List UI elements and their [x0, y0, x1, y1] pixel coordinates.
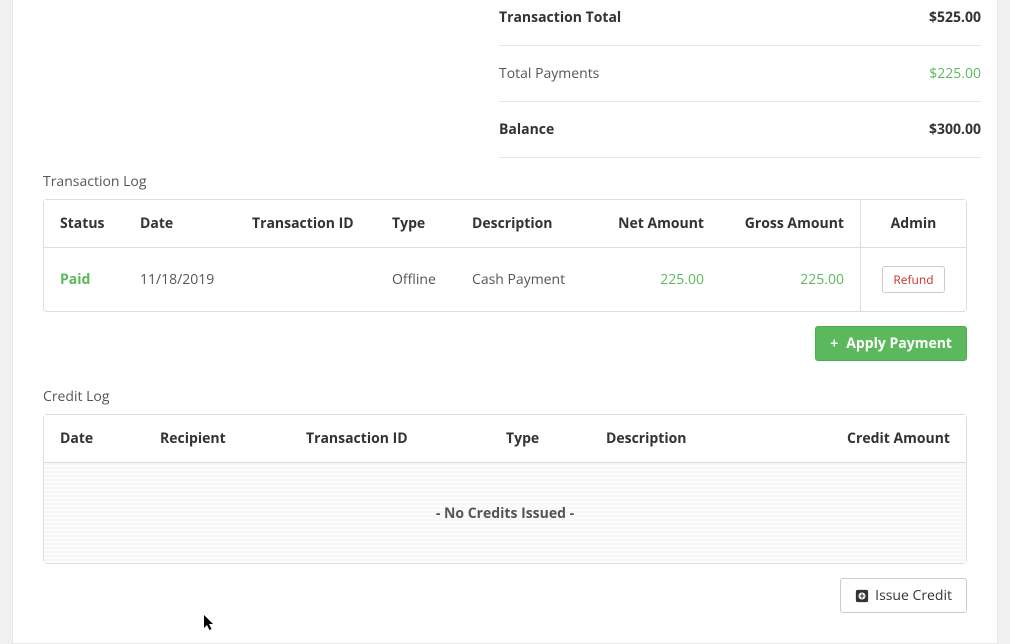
plus-icon: +	[830, 334, 838, 353]
col-gross-amount: Gross Amount	[720, 200, 860, 248]
col-date: Date	[124, 200, 236, 248]
col-transaction-id: Transaction ID	[290, 415, 490, 463]
summary-row-payments: Total Payments $225.00	[499, 46, 981, 102]
table-header-row: Date Recipient Transaction ID Type Descr…	[44, 415, 966, 463]
transaction-total-value: $525.00	[929, 8, 981, 27]
col-credit-amount: Credit Amount	[826, 415, 966, 463]
col-description: Description	[456, 200, 600, 248]
refund-button[interactable]: Refund	[882, 266, 944, 293]
table-row: - No Credits Issued -	[44, 463, 966, 563]
col-net-amount: Net Amount	[600, 200, 720, 248]
col-transaction-id: Transaction ID	[236, 200, 376, 248]
col-admin: Admin	[860, 200, 966, 248]
table-row: Paid 11/18/2019 Offline Cash Payment 225…	[44, 248, 966, 311]
summary-row-total: Transaction Total $525.00	[499, 0, 981, 46]
cell-description: Cash Payment	[456, 248, 600, 311]
transaction-log-table: Status Date Transaction ID Type Descript…	[43, 199, 967, 312]
issue-credit-button[interactable]: Issue Credit	[840, 578, 967, 613]
transaction-summary: Transaction Total $525.00 Total Payments…	[499, 0, 997, 158]
credit-log-table: Date Recipient Transaction ID Type Descr…	[43, 414, 967, 564]
transaction-log-title: Transaction Log	[13, 158, 997, 199]
col-recipient: Recipient	[144, 415, 290, 463]
no-credits-message: - No Credits Issued -	[44, 463, 966, 563]
balance-label: Balance	[499, 120, 554, 139]
cell-transaction-id	[236, 248, 376, 311]
col-type: Type	[376, 200, 456, 248]
apply-payment-label: Apply Payment	[846, 334, 952, 353]
col-type: Type	[490, 415, 590, 463]
cell-net-amount: 225.00	[660, 270, 704, 289]
status-badge: Paid	[60, 270, 90, 289]
apply-payment-button[interactable]: + Apply Payment	[815, 326, 967, 361]
credit-log-title: Credit Log	[13, 361, 997, 414]
cell-type: Offline	[376, 248, 456, 311]
issue-credit-label: Issue Credit	[875, 586, 952, 605]
balance-value: $300.00	[929, 120, 981, 139]
col-description: Description	[590, 415, 826, 463]
cell-date: 11/18/2019	[124, 248, 236, 311]
col-date: Date	[44, 415, 144, 463]
table-header-row: Status Date Transaction ID Type Descript…	[44, 200, 966, 248]
credit-icon	[855, 589, 869, 603]
cell-gross-amount: 225.00	[800, 270, 844, 289]
total-payments-value: $225.00	[929, 64, 981, 83]
transaction-total-label: Transaction Total	[499, 8, 621, 27]
col-status: Status	[44, 200, 124, 248]
summary-row-balance: Balance $300.00	[499, 102, 981, 158]
total-payments-label: Total Payments	[499, 64, 599, 83]
